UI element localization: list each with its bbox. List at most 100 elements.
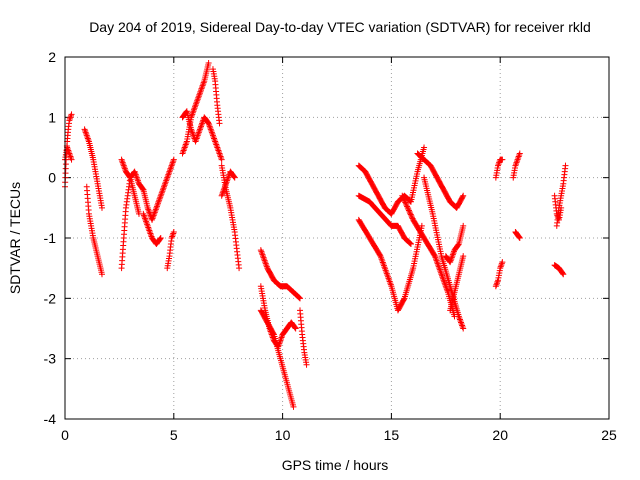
data-point <box>231 173 238 180</box>
series-arc-7 <box>140 210 164 248</box>
data-point <box>290 403 297 410</box>
data-point <box>303 361 310 368</box>
data-point <box>296 294 303 301</box>
data-point <box>376 252 383 259</box>
data-point <box>431 252 438 259</box>
x-tick-label: 0 <box>61 427 69 443</box>
data-point <box>562 162 569 169</box>
x-tick-label: 25 <box>601 427 617 443</box>
y-axis-label: SDTVAR / TECUs <box>7 182 23 294</box>
data-point <box>216 120 223 127</box>
grid-lines <box>65 57 609 419</box>
data-point <box>404 203 411 210</box>
data-point <box>205 60 212 67</box>
data-point <box>270 330 277 337</box>
x-axis-label: GPS time / hours <box>282 457 389 473</box>
data-point <box>421 144 428 151</box>
data-point <box>558 204 565 211</box>
y-tick-label: 0 <box>48 170 56 186</box>
data-point <box>400 296 407 303</box>
data-point <box>292 325 299 332</box>
series-arc-17 <box>257 307 297 410</box>
data-point <box>402 200 409 207</box>
series-arc-12 <box>209 66 223 127</box>
data-point <box>231 174 238 181</box>
data-point <box>139 185 146 192</box>
data-point <box>183 109 190 116</box>
series-arc-20 <box>355 192 414 248</box>
data-point <box>516 235 523 241</box>
data-point <box>460 253 467 260</box>
series-arc-8 <box>140 156 177 223</box>
x-tick-label: 10 <box>275 427 291 443</box>
data-point <box>98 204 105 211</box>
data-point <box>407 211 414 218</box>
series-arc-32 <box>551 192 565 223</box>
y-tick-label: -2 <box>44 290 57 306</box>
data-point <box>401 196 408 203</box>
data-point <box>406 239 413 246</box>
data-point <box>401 198 408 205</box>
series-arc-28 <box>492 156 506 181</box>
data-point <box>499 156 506 163</box>
series-arc-30 <box>512 228 523 241</box>
x-tick-label: 20 <box>492 427 508 443</box>
data-point <box>516 150 523 157</box>
data-point <box>407 240 414 247</box>
data-point <box>407 210 414 217</box>
data-point <box>404 204 411 211</box>
data-point <box>516 234 523 241</box>
series-arc-21 <box>355 216 425 314</box>
data-point <box>460 222 467 229</box>
data-point <box>405 206 412 213</box>
data-points <box>62 60 569 410</box>
data-point <box>402 199 409 206</box>
series-arc-6 <box>118 156 147 193</box>
series-arc-22 <box>414 150 467 211</box>
x-tick-label: 5 <box>170 427 178 443</box>
data-point <box>406 208 413 215</box>
series-arc-27 <box>492 259 506 290</box>
series-arc-14 <box>218 168 238 199</box>
data-point <box>405 207 412 214</box>
data-point <box>400 195 407 202</box>
data-point <box>157 235 164 242</box>
data-point <box>559 270 566 277</box>
series-arc-3 <box>81 126 105 211</box>
data-point <box>295 294 302 301</box>
data-point <box>399 194 406 201</box>
series-arc-33 <box>551 262 567 278</box>
x-tick-label: 15 <box>384 427 400 443</box>
data-point <box>218 156 225 163</box>
data-point <box>292 324 299 331</box>
data-point <box>460 325 467 332</box>
data-point <box>408 214 415 221</box>
series-arc-9 <box>164 228 177 272</box>
data-point <box>459 193 466 200</box>
data-point <box>170 156 177 163</box>
data-point <box>170 228 177 235</box>
series-arc-4 <box>83 183 105 278</box>
plot-frame <box>64 56 610 420</box>
data-point <box>408 212 415 219</box>
series-arc-11 <box>179 108 225 163</box>
data-point <box>236 265 243 272</box>
data-point <box>455 241 462 248</box>
y-tick-label: -4 <box>44 411 57 427</box>
y-tick-label: 2 <box>48 49 56 65</box>
y-tick-label: 1 <box>48 109 56 125</box>
series-arc-18 <box>297 307 310 368</box>
data-point <box>399 192 406 199</box>
data-point <box>157 235 164 241</box>
data-point <box>407 241 414 248</box>
data-point <box>68 111 75 118</box>
chart-title: Day 204 of 2019, Sidereal Day-to-day VTE… <box>89 19 591 35</box>
y-tick-label: -3 <box>44 351 57 367</box>
data-point <box>460 192 467 199</box>
data-point <box>560 271 567 278</box>
tick-labels: 0 5 10 15 20 25 -4 -3 -2 -1 0 1 2 <box>44 49 617 443</box>
y-tick-label: -1 <box>44 230 57 246</box>
data-point <box>98 271 105 278</box>
data-point <box>68 156 75 163</box>
